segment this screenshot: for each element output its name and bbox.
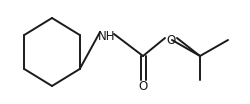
Text: O: O [166,33,175,46]
Text: NH: NH [98,30,116,43]
Text: O: O [138,79,147,92]
